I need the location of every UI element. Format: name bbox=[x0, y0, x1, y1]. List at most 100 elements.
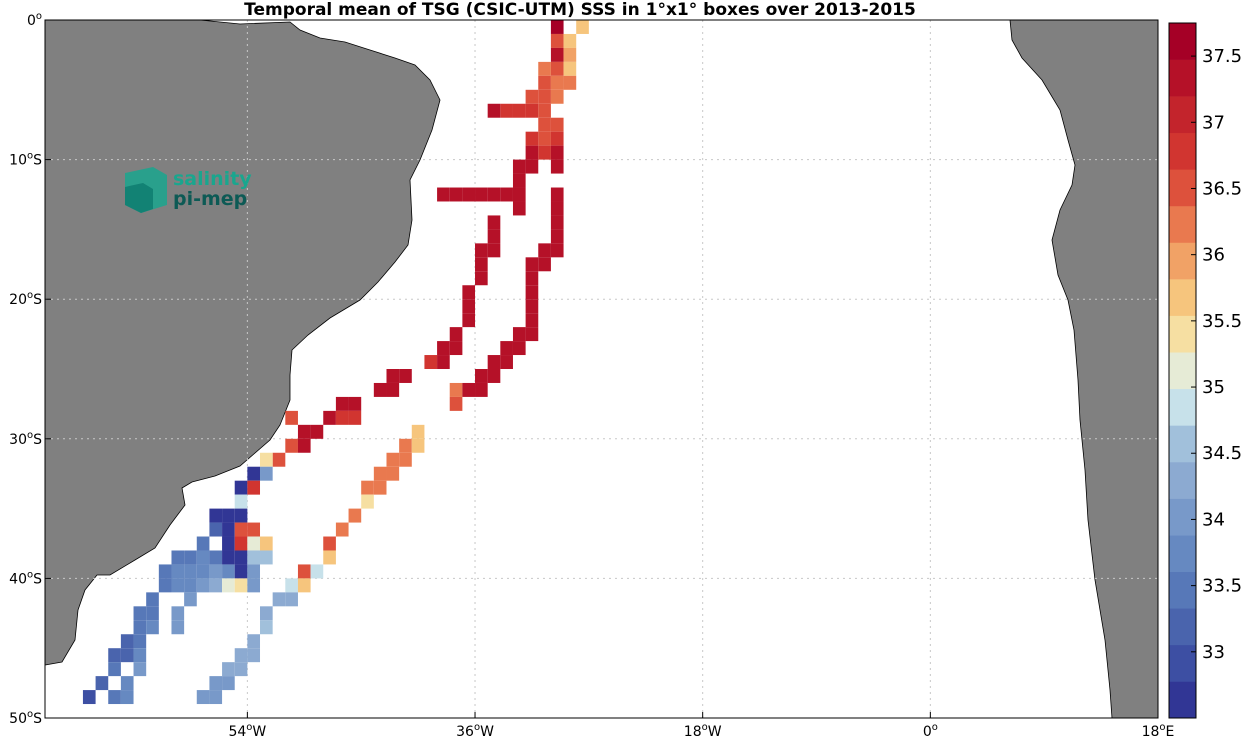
x-tick-label: 54oW bbox=[228, 722, 266, 740]
sss-cell bbox=[475, 369, 488, 383]
sss-cell bbox=[361, 494, 374, 509]
sss-cell bbox=[550, 229, 564, 244]
sss-cell bbox=[399, 369, 412, 383]
sss-cell bbox=[196, 550, 210, 565]
sss-cell bbox=[260, 620, 273, 635]
sss-cell bbox=[234, 564, 248, 579]
sss-cell bbox=[260, 466, 273, 481]
sss-cell bbox=[487, 215, 501, 230]
x-tick-label: 0o bbox=[923, 722, 938, 740]
sss-cell bbox=[120, 676, 134, 691]
sss-cell bbox=[538, 117, 551, 132]
sss-cell bbox=[247, 564, 261, 579]
sss-cell bbox=[234, 578, 248, 593]
sss-cell bbox=[272, 592, 286, 607]
sss-cell bbox=[449, 382, 463, 397]
sss-cell bbox=[247, 480, 261, 495]
sss-cell bbox=[500, 103, 513, 118]
sss-cell bbox=[133, 634, 147, 649]
salinity-pi-mep-logo: salinity pi-mep bbox=[125, 167, 252, 213]
colorbar-segment bbox=[1169, 169, 1196, 207]
sss-cell bbox=[260, 606, 273, 621]
chart-title: Temporal mean of TSG (CSIC-UTM) SSS in 1… bbox=[244, 0, 916, 20]
sss-cell bbox=[272, 452, 286, 467]
sss-cell bbox=[550, 89, 564, 104]
colorbar-segment bbox=[1169, 644, 1196, 682]
sss-cell bbox=[82, 690, 96, 705]
sss-cell bbox=[373, 466, 387, 481]
sss-cell bbox=[247, 536, 261, 551]
sss-cell bbox=[171, 564, 185, 579]
sss-cell bbox=[171, 578, 185, 593]
sss-cell bbox=[538, 89, 551, 104]
colorbar-segment bbox=[1169, 681, 1196, 719]
sss-cell bbox=[487, 369, 501, 383]
sss-cell bbox=[222, 536, 235, 551]
sss-cell bbox=[209, 550, 223, 565]
plot-border bbox=[44, 19, 1159, 719]
colorbar-segment bbox=[1169, 23, 1196, 60]
sss-cell bbox=[171, 550, 185, 565]
sss-cell bbox=[462, 313, 476, 328]
sss-cell bbox=[475, 382, 488, 397]
sss-cell bbox=[297, 564, 311, 579]
sss-cell bbox=[247, 578, 261, 593]
colorbar-segment bbox=[1169, 279, 1196, 316]
sss-cell bbox=[525, 89, 539, 104]
sss-cell bbox=[310, 424, 324, 439]
sss-cell bbox=[133, 620, 147, 635]
sss-cell bbox=[373, 480, 387, 495]
sss-cell bbox=[475, 243, 488, 258]
sss-cell bbox=[184, 578, 197, 593]
sss-cell bbox=[512, 327, 526, 342]
sss-cell bbox=[538, 243, 551, 258]
colorbar-tick-label: 33 bbox=[1202, 642, 1225, 663]
sss-cell bbox=[437, 341, 450, 356]
sss-cell bbox=[297, 578, 311, 593]
y-tick-label: 10oS bbox=[9, 151, 42, 169]
sss-cell bbox=[550, 159, 564, 174]
sss-cell bbox=[348, 410, 362, 425]
colorbar-tick-label: 36.5 bbox=[1202, 178, 1242, 199]
colorbar-tick-label: 36 bbox=[1202, 245, 1225, 266]
sss-cell bbox=[184, 550, 197, 565]
sss-cell bbox=[196, 564, 210, 579]
sss-cell bbox=[449, 327, 463, 342]
sss-cell bbox=[234, 508, 248, 523]
colorbar-segment bbox=[1169, 352, 1196, 390]
sss-cell bbox=[260, 536, 273, 551]
sss-cell bbox=[487, 355, 501, 369]
sss-cell bbox=[462, 382, 476, 397]
sss-cell bbox=[525, 327, 539, 342]
sss-cell bbox=[285, 410, 298, 425]
x-tick-label: 18oW bbox=[684, 722, 722, 740]
sss-cell bbox=[550, 131, 564, 146]
x-tick-label: 18oE bbox=[1142, 722, 1175, 740]
colorbar-tick-label: 34 bbox=[1202, 509, 1225, 530]
sss-cell bbox=[310, 564, 324, 579]
sss-cell bbox=[348, 508, 362, 523]
sss-cell bbox=[475, 187, 488, 202]
sss-cell bbox=[449, 396, 463, 411]
sss-cell bbox=[487, 243, 501, 258]
africa-landmass bbox=[1009, 19, 1159, 719]
colorbar-segment bbox=[1169, 315, 1196, 353]
colorbar-segment bbox=[1169, 388, 1196, 426]
x-tick-label: 36oW bbox=[456, 722, 494, 740]
sss-cell bbox=[247, 550, 261, 565]
sss-cell bbox=[512, 187, 526, 202]
colorbar-tick-label: 35 bbox=[1202, 377, 1225, 398]
sss-cell bbox=[196, 536, 210, 551]
colorbar-segment bbox=[1169, 498, 1196, 536]
sss-cell bbox=[323, 550, 336, 565]
sss-cell bbox=[146, 620, 159, 635]
sss-cell bbox=[108, 662, 121, 677]
colorbar-tick-label: 37 bbox=[1202, 112, 1225, 133]
colorbar-border bbox=[1168, 22, 1197, 719]
sss-cell bbox=[399, 452, 412, 467]
sss-cell bbox=[260, 452, 273, 467]
colorbar-tick-label: 37.5 bbox=[1202, 46, 1242, 67]
sss-cell bbox=[525, 299, 539, 314]
sss-cell bbox=[247, 466, 261, 481]
